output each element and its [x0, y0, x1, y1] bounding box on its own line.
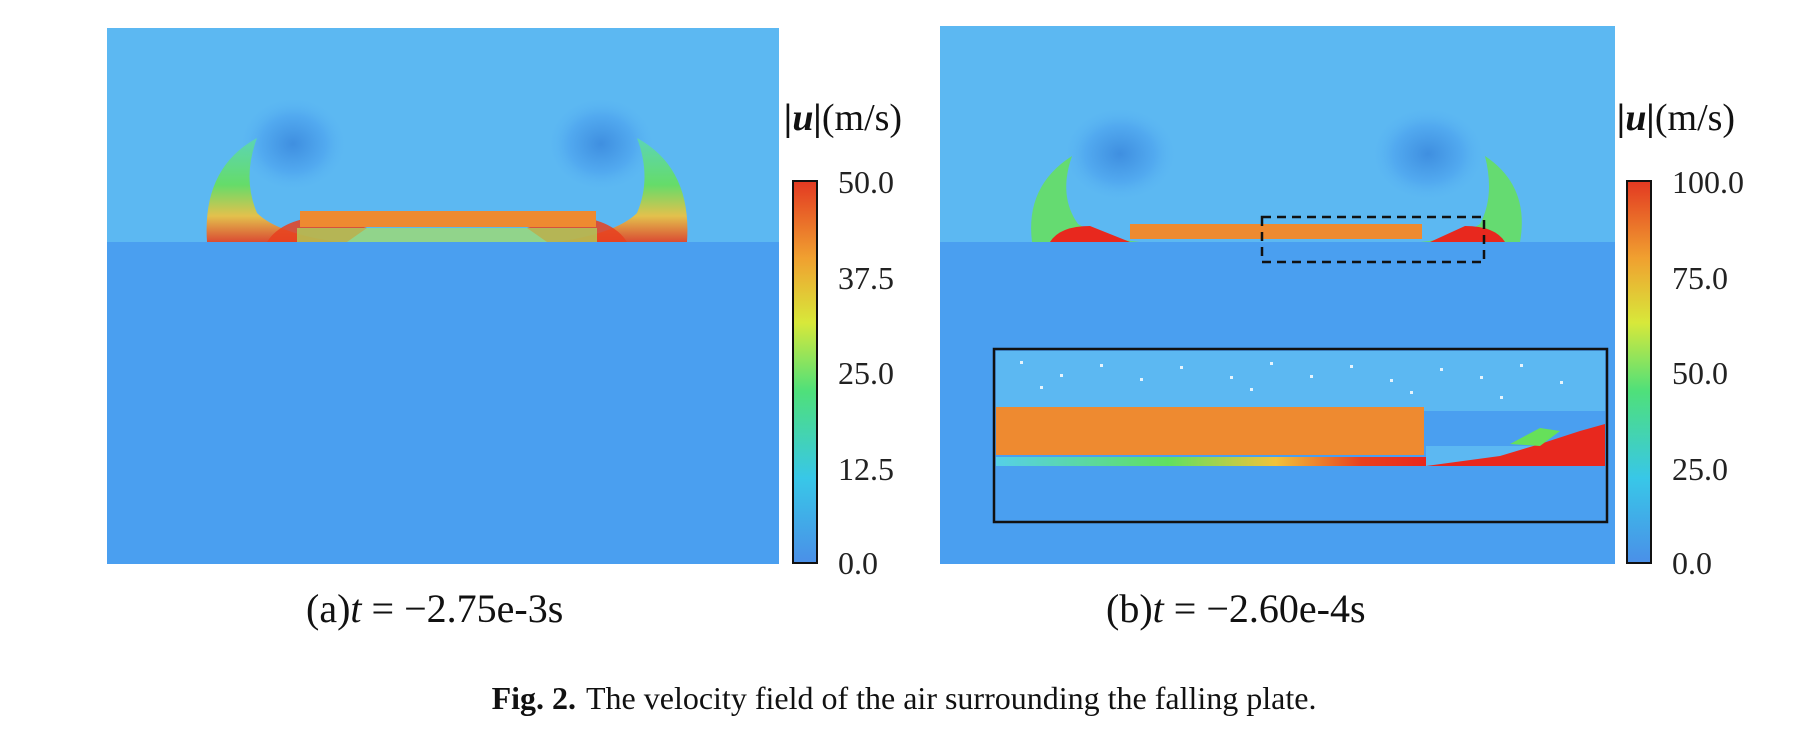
- colorbar-b-tick: 75.0: [1672, 262, 1728, 294]
- colorbar-b-tick: 100.0: [1672, 166, 1744, 198]
- colorbar-b-title: |u|(m/s): [1617, 96, 1735, 140]
- colorbar-b-tick: 0.0: [1672, 547, 1712, 579]
- colorbar-b-tick: 50.0: [1672, 357, 1728, 389]
- colorbar-a-tick: 0.0: [838, 547, 878, 579]
- subfigure-b-caption: (b)t = −2.60e-4s: [1106, 585, 1366, 632]
- colorbar-a: [792, 180, 818, 564]
- figure-caption: Fig. 2. The velocity field of the air sur…: [0, 680, 1808, 717]
- colorbar-a-tick: 37.5: [838, 262, 894, 294]
- colorbar-a-tick: 25.0: [838, 357, 894, 389]
- subfigure-a-caption: (a)t = −2.75e-3s: [306, 585, 563, 632]
- figure-caption-text: The velocity field of the air surroundin…: [586, 680, 1316, 716]
- colorbar-b: [1626, 180, 1652, 564]
- colorbar-a-tick: 12.5: [838, 453, 894, 485]
- colorbar-a-tick: 50.0: [838, 166, 894, 198]
- figure-label: Fig. 2.: [492, 680, 576, 716]
- colorbar-b-tick: 25.0: [1672, 453, 1728, 485]
- colorbar-a-title: |u|(m/s): [784, 96, 902, 140]
- panel-a-velocity-field: [107, 28, 779, 564]
- panel-b-velocity-field: [940, 26, 1615, 564]
